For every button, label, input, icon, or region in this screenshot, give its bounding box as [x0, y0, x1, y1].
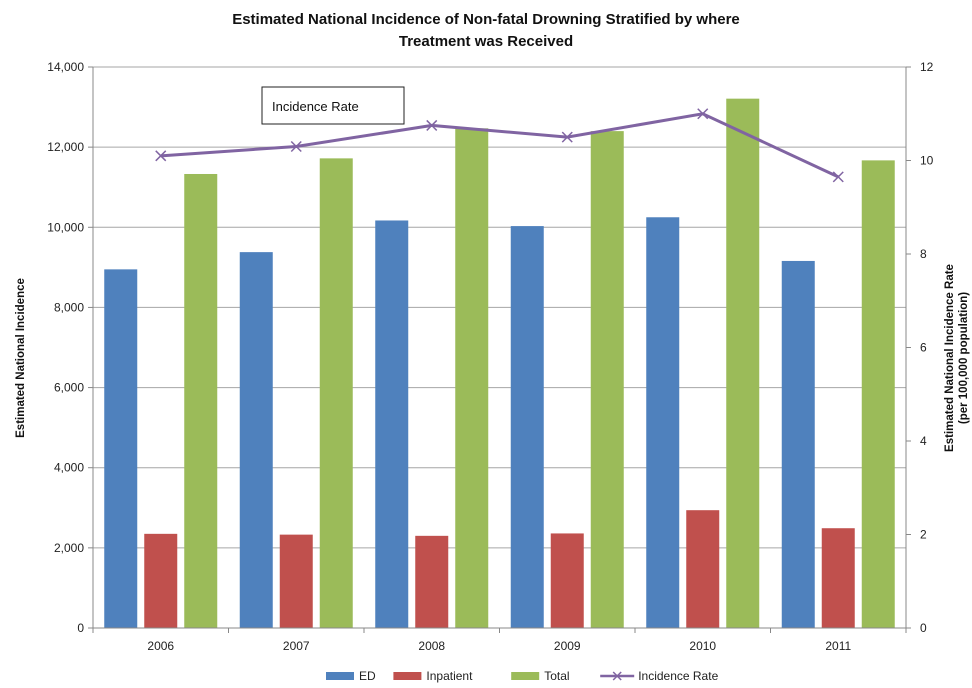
- y-tick-label: 6,000: [54, 381, 84, 395]
- legend-label: ED: [359, 669, 376, 683]
- incidence-rate-point-2009: [561, 131, 573, 143]
- y-tick-label: 10,000: [47, 220, 84, 234]
- bar-total-2010: [726, 98, 760, 628]
- bar-total-2007: [319, 158, 353, 628]
- x-tick-label: 2008: [418, 639, 445, 653]
- x-tick-label: 2006: [147, 639, 174, 653]
- legend-label: Total: [544, 669, 569, 683]
- legend-swatch: [511, 672, 540, 680]
- bar-total-2009: [590, 131, 624, 628]
- bar-inpatient-2010: [686, 510, 720, 628]
- bar-ed-2008: [375, 220, 409, 628]
- legend-item-incidence-rate: Incidence Rate: [600, 669, 719, 683]
- bar-inpatient-2008: [415, 535, 449, 628]
- bar-inpatient-2006: [144, 533, 178, 628]
- bar-ed-2009: [510, 226, 544, 629]
- incidence-rate-point-2010: [697, 108, 709, 120]
- incidence-rate-point-2007: [290, 140, 302, 153]
- y-tick-label: 12,000: [47, 140, 84, 154]
- legend-label: Incidence Rate: [638, 669, 718, 683]
- tick-labels: 0 2,000 4,000 6,000 8,000 10,000 12,000 14,000 0…: [47, 60, 933, 653]
- gridlines: [93, 66, 906, 549]
- legend-item-inpatient: Inpatient: [393, 669, 473, 683]
- chart-title-line-2: Treatment was Received: [399, 33, 573, 50]
- bar-total-2006: [184, 173, 218, 628]
- y2-axis-title-line-1: Estimated National Incidence Rate: [944, 264, 956, 452]
- y-tick-label: 2,000: [54, 541, 84, 555]
- legend-item-ed: ED: [326, 669, 376, 683]
- bar-ed-2007: [239, 252, 273, 628]
- bar-inpatient-2011: [821, 528, 855, 628]
- bar-ed-2010: [646, 217, 680, 628]
- y2-axis-title-line-2: (per 100,000 population): [958, 292, 970, 424]
- y2-tick-label: 4: [920, 434, 927, 448]
- y2-tick-label: 2: [920, 528, 927, 542]
- incidence-rate-point-2011: [832, 171, 844, 183]
- legend-swatch: [326, 672, 354, 680]
- incidence-rate-point-2008: [426, 119, 438, 131]
- x-tick-label: 2007: [283, 639, 310, 653]
- y2-tick-label: 8: [920, 247, 927, 261]
- y2-tick-label: 12: [920, 60, 934, 74]
- bar-total-2008: [455, 128, 489, 629]
- chart-title-line-1: Estimated National Incidence of Non-fata…: [232, 11, 740, 28]
- y-axis-title: Estimated National Incidence: [15, 278, 27, 438]
- bars: [104, 98, 895, 629]
- y-tick-label: 0: [77, 621, 84, 635]
- bar-inpatient-2009: [550, 533, 584, 628]
- y-tick-label: 8,000: [54, 300, 84, 314]
- annotation-frame: [261, 86, 405, 125]
- bar-ed-2006: [104, 269, 138, 628]
- x-tick-label: 2009: [554, 639, 581, 653]
- x-tick-label: 2011: [825, 639, 851, 653]
- axes: [88, 66, 911, 633]
- y-tick-label: 4,000: [54, 461, 84, 475]
- y2-tick-label: 10: [920, 154, 934, 168]
- y-tick-label: 14,000: [47, 60, 84, 74]
- legend-item-total: Total: [511, 669, 570, 683]
- incidence-rate-polyline: [160, 112, 839, 179]
- y2-tick-label: 6: [920, 341, 927, 355]
- legend: ED Inpatient Total Incidence Rate: [326, 669, 719, 683]
- legend-swatch: [393, 672, 422, 680]
- annotation-box: Incidence Rate: [261, 86, 405, 125]
- y2-tick-label: 0: [920, 621, 927, 635]
- incidence-rate-line: [155, 108, 844, 183]
- legend-label: Inpatient: [426, 669, 473, 683]
- bar-total-2011: [861, 160, 895, 628]
- annotation-label: Incidence Rate: [272, 99, 359, 114]
- incidence-rate-point-2006: [155, 150, 167, 162]
- bar-inpatient-2007: [279, 534, 313, 628]
- bar-ed-2011: [781, 260, 815, 628]
- x-tick-label: 2010: [689, 639, 716, 653]
